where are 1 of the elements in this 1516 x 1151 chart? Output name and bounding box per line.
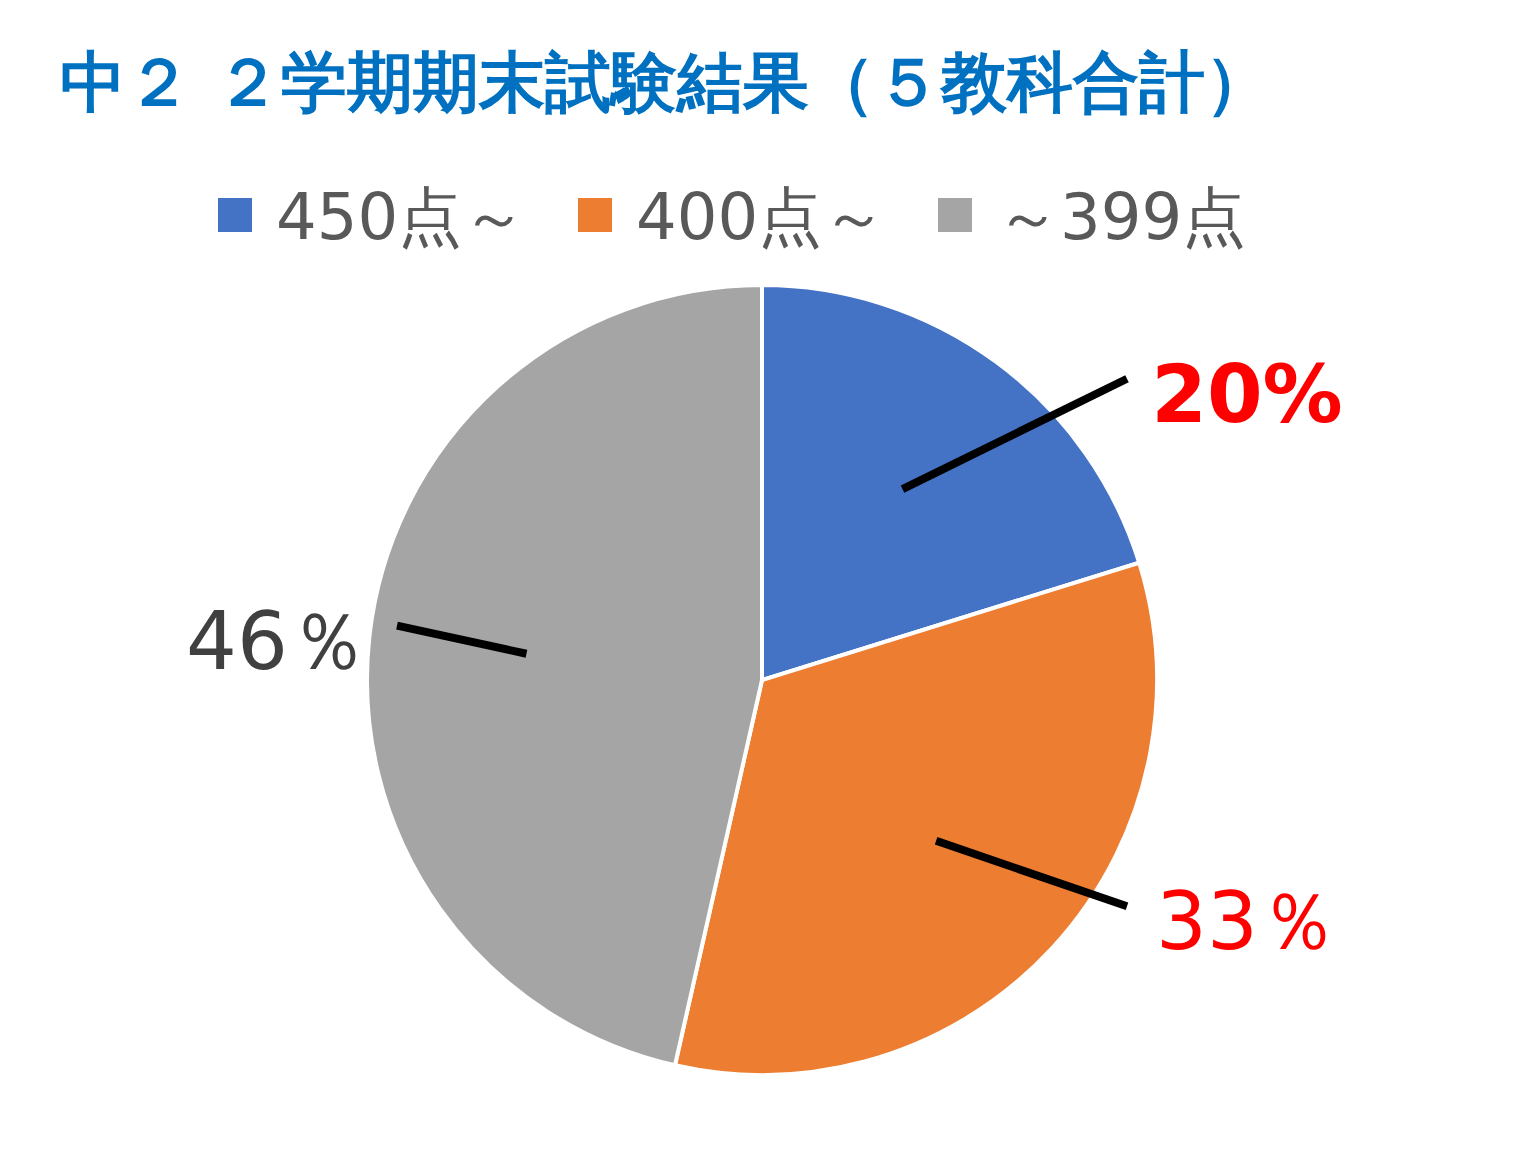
title: 中２ ２学期期末試験結果（５教科合計） [60, 44, 1271, 121]
